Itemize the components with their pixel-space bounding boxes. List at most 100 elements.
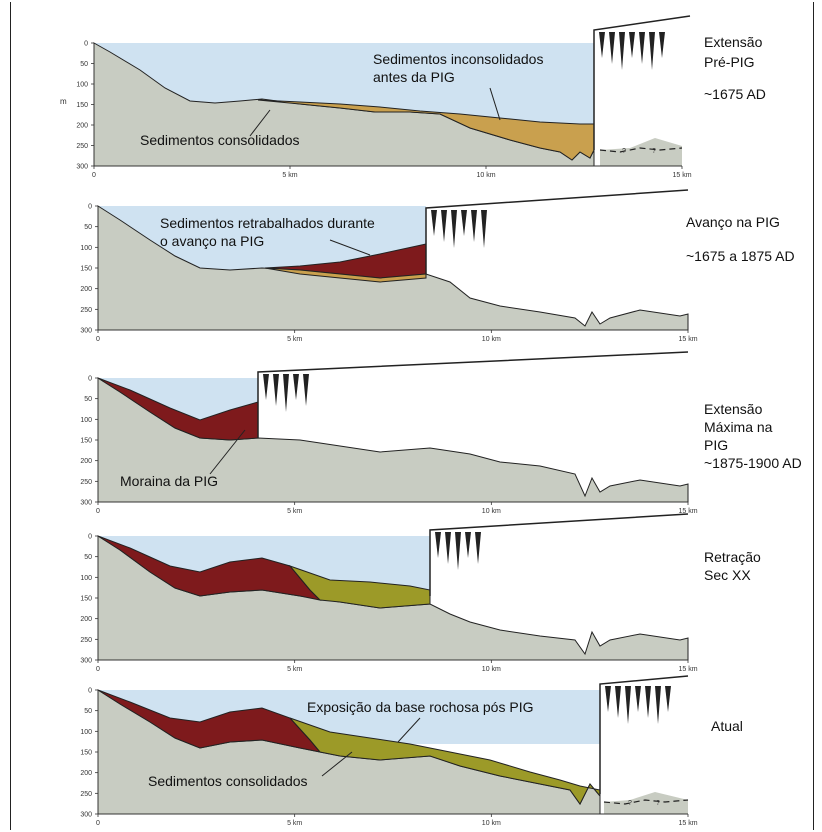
depth-tick-label: 50 bbox=[84, 224, 92, 231]
crevasse-mark bbox=[605, 686, 611, 712]
crevasse-mark bbox=[263, 374, 269, 400]
label-unconsolidated-1: Sedimentos inconsolidados bbox=[373, 51, 543, 67]
depth-tick-label: 250 bbox=[80, 791, 92, 798]
panel4-side-line1: Retração bbox=[704, 549, 761, 565]
crevasse-mark bbox=[609, 32, 615, 64]
label-unconsolidated-2: antes da PIG bbox=[373, 69, 455, 85]
depth-tick-label: 50 bbox=[84, 396, 92, 403]
panel-pre-pig: ? ? 0 50 100 150 200 250 300 0 5 km 10 km 15 km m Sedi… bbox=[60, 15, 692, 179]
crevasse-mark bbox=[599, 32, 605, 58]
depth-tick-label: 50 bbox=[84, 708, 92, 715]
panel3-side-line2: Máxima na bbox=[704, 419, 773, 435]
depth-tick-label: 250 bbox=[80, 307, 92, 314]
crevasse-mark bbox=[441, 210, 447, 242]
crevasse-mark bbox=[455, 532, 461, 570]
distance-tick-label: 0 bbox=[92, 172, 96, 179]
panel1-side-line1: Extensão bbox=[704, 34, 763, 50]
distance-tick-label: 15 km bbox=[672, 172, 691, 179]
crevasse-mark bbox=[435, 532, 441, 558]
distance-tick-label: 15 km bbox=[678, 666, 697, 673]
label-consolidated: Sedimentos consolidados bbox=[148, 773, 308, 789]
crevasse-mark bbox=[293, 374, 299, 400]
depth-tick-label: 50 bbox=[80, 61, 88, 68]
depth-tick-label: 200 bbox=[80, 286, 92, 293]
panel3-side-line4: ~1875-1900 AD bbox=[704, 455, 802, 471]
depth-tick-label: 100 bbox=[80, 245, 92, 252]
distance-tick-label: 10 km bbox=[482, 666, 501, 673]
distance-tick-label: 10 km bbox=[482, 820, 501, 827]
panel-maximum: 0 50 100 150 200 250 300 0 5 km 10 km 15 km Moraina… bbox=[80, 351, 698, 515]
label-reworked-2: o avanço na PIG bbox=[160, 233, 264, 249]
distance-tick-label: 0 bbox=[96, 820, 100, 827]
consolidated-sediment bbox=[288, 564, 431, 609]
depth-tick-label: 0 bbox=[88, 688, 92, 695]
label-consolidated: Sedimentos consolidados bbox=[140, 132, 300, 148]
depth-tick-label: 200 bbox=[76, 123, 88, 130]
depth-tick-label: 150 bbox=[80, 438, 92, 445]
crevasse-mark bbox=[471, 210, 477, 242]
depth-tick-label: 300 bbox=[76, 164, 88, 171]
crevasse-mark bbox=[645, 686, 651, 718]
crevasse-mark bbox=[629, 32, 635, 58]
distance-tick-label: 5 km bbox=[287, 508, 302, 515]
panel2-side-label: Avanço na PIG ~1675 a 1875 AD bbox=[686, 212, 795, 266]
depth-tick-label: 0 bbox=[88, 204, 92, 211]
depth-tick-label: 150 bbox=[80, 750, 92, 757]
pointer-line bbox=[329, 239, 371, 256]
crevasse-mark bbox=[431, 210, 437, 236]
depth-tick-label: 100 bbox=[76, 82, 88, 89]
label-exposure: Exposição da base rochosa pós PIG bbox=[307, 699, 533, 715]
panel2-side-line1: Avanço na PIG bbox=[686, 214, 780, 230]
question-mark: ? bbox=[652, 148, 656, 155]
distance-tick-label: 5 km bbox=[287, 820, 302, 827]
crevasse-mark bbox=[445, 532, 451, 564]
bedrock-profile bbox=[97, 205, 689, 331]
crevasse-mark bbox=[639, 32, 645, 64]
outer-bedrock bbox=[600, 138, 682, 166]
panel4-side-label: Retração Sec XX bbox=[704, 548, 761, 584]
panel4-side-line2: Sec XX bbox=[704, 567, 751, 583]
crevasse-mark bbox=[475, 532, 481, 564]
panel5-side-label: Atual bbox=[711, 717, 743, 735]
depth-tick-label: 100 bbox=[80, 575, 92, 582]
panel5-side-line1: Atual bbox=[711, 718, 743, 734]
panel-advance: 0 50 100 150 200 250 300 0 5 km 10 km 15 km Sedimen… bbox=[80, 189, 698, 343]
panel1-side-label: Extensão Pré-PIG ~1675 AD bbox=[704, 32, 766, 104]
glacier-outline bbox=[593, 15, 691, 150]
inferred-bed-line bbox=[603, 799, 689, 805]
depth-tick-label: 200 bbox=[80, 770, 92, 777]
panel2-side-line2: ~1675 a 1875 AD bbox=[686, 248, 795, 264]
crevasse-mark bbox=[635, 686, 641, 712]
unconsolidated-sediment bbox=[264, 267, 427, 283]
depth-tick-label: 0 bbox=[88, 534, 92, 541]
crevasse-mark bbox=[465, 532, 471, 558]
panel-retreat: 0 50 100 150 200 250 300 0 5 km 10 km 15 km bbox=[80, 513, 698, 673]
crevasse-mark bbox=[615, 686, 621, 718]
pointer-line bbox=[249, 109, 271, 137]
depth-tick-label: 150 bbox=[80, 266, 92, 273]
question-mark: ? bbox=[622, 148, 626, 155]
panel3-side-line3: PIG bbox=[704, 437, 729, 453]
distance-tick-label: 0 bbox=[96, 666, 100, 673]
crevasse-mark bbox=[655, 686, 661, 724]
glacier-outline bbox=[429, 513, 689, 596]
question-mark: ? bbox=[628, 800, 632, 807]
question-mark: ? bbox=[656, 800, 660, 807]
panel-current: ? ? 0 50 100 150 200 250 300 0 5 km 10 km 15 km Expos… bbox=[80, 675, 698, 827]
label-moraine: Moraina da PIG bbox=[120, 473, 218, 489]
depth-tick-label: 0 bbox=[88, 376, 92, 383]
distance-tick-label: 10 km bbox=[482, 508, 501, 515]
figure-border bbox=[10, 2, 814, 830]
distance-tick-label: 0 bbox=[96, 336, 100, 343]
glacier-outline bbox=[599, 675, 689, 794]
outer-bedrock bbox=[604, 792, 688, 814]
depth-tick-label: 300 bbox=[80, 812, 92, 819]
pointer-line bbox=[489, 87, 501, 121]
depth-tick-label: 300 bbox=[80, 500, 92, 507]
depth-tick-label: 250 bbox=[80, 479, 92, 486]
depth-tick-label: 0 bbox=[84, 41, 88, 48]
crevasse-mark bbox=[625, 686, 631, 724]
depth-unit-label: m bbox=[60, 97, 67, 106]
depth-tick-label: 250 bbox=[76, 143, 88, 150]
